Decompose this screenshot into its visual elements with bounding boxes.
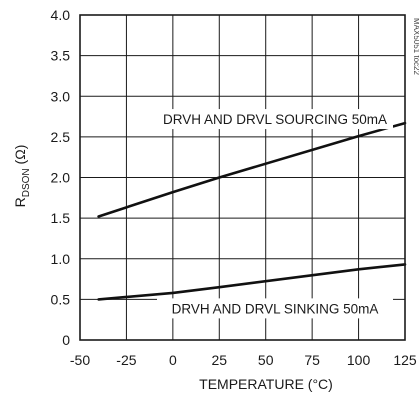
y-axis-label-subscript: DSON [21,168,32,197]
x-tick-label: -25 [116,352,136,368]
x-tick-label: 75 [304,352,320,368]
figure-id: MAX5051 toc22 [412,18,419,75]
y-tick-label: 0 [62,332,70,348]
series-line-1 [97,121,407,218]
x-tick-label: 0 [169,352,177,368]
series-lines [97,121,407,301]
y-tick-label: 3.0 [51,88,71,104]
y-tick-label: 2.0 [51,170,71,186]
x-tick-label: 50 [258,352,274,368]
x-tick-label: 25 [211,352,227,368]
annotation-background [157,298,393,319]
x-axis-label: TEMPERATURE (°C) [199,376,333,392]
y-axis-label: RDSON (Ω) [12,145,32,208]
y-tick-label: 3.5 [51,48,71,64]
y-tick-label: 1.0 [51,251,71,267]
series-line-2 [97,263,407,301]
x-tick-label: 100 [347,352,371,368]
annotation-2: DRVH AND DRVL SINKING 50mA [172,301,379,316]
y-tick-label: 2.5 [51,129,71,145]
annotations: DRVH AND DRVL SOURCING 50mA DRVH AND DRVL… [157,109,393,319]
tick-labels: -50 -25 0 25 50 75 100 125 0 0.5 1.0 1.5 2.0 2.5 3.0 3.… [51,7,417,368]
y-tick-label: 1.5 [51,210,71,226]
y-tick-label: 4.0 [51,7,71,23]
y-axis-label-main: R [12,197,28,207]
x-tick-label: -50 [70,352,90,368]
x-tick-label: 125 [393,352,417,368]
plot-frame [79,14,406,341]
annotation-background [157,109,393,130]
y-axis-label-unit: (Ω) [12,145,28,169]
annotation-1: DRVH AND DRVL SOURCING 50mA [163,112,387,127]
y-tick-label: 0.5 [51,291,71,307]
grid [80,15,405,340]
